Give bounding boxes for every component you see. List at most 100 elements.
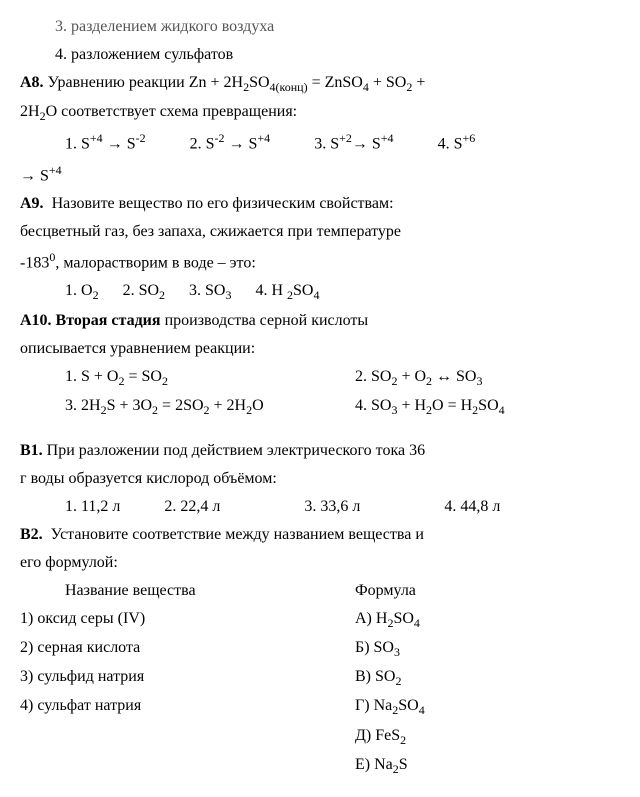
t: 2. S	[190, 136, 215, 153]
t: O = H	[432, 397, 472, 414]
b2-hL: Название вещества	[65, 579, 355, 603]
a10-o4: 4. SO3 + H2O = H2SO4	[355, 394, 505, 419]
t: ↔ SO	[432, 368, 476, 385]
s: 3	[394, 645, 400, 659]
t: → S	[225, 136, 258, 153]
b2-r4: 4) сульфат натрия Г) Na2SO4	[20, 694, 620, 719]
b2-r1t: А) H2SO4	[310, 607, 420, 632]
t: 1. S + O	[65, 368, 118, 385]
b1-line2: г воды образуется кислород объёмом:	[20, 467, 620, 491]
s: 2	[159, 289, 165, 303]
t: Уравнению реакции Zn + 2H	[48, 74, 244, 91]
t: В) SO	[355, 668, 395, 685]
b2-label: В2.	[20, 526, 43, 543]
s: 2	[395, 674, 401, 688]
t: = 2SO	[158, 397, 203, 414]
t: 4. H	[255, 282, 287, 299]
t: → S	[20, 167, 49, 184]
t: А) H	[355, 610, 387, 627]
t: 3. S	[314, 136, 339, 153]
s: -2	[136, 131, 146, 145]
s: +4	[381, 131, 394, 145]
t: → S	[103, 136, 136, 153]
b2-head: Название вещества Формула	[20, 579, 620, 603]
t: +	[412, 74, 425, 91]
t: Д) FeS	[355, 727, 400, 744]
a8-line1: А8. Уравнению реакции Zn + 2H2SO4(конц) …	[20, 71, 620, 96]
t: + 2H	[210, 397, 247, 414]
t: -183	[20, 254, 49, 271]
a9-line1: А9. Назовите вещество по его физическим …	[20, 192, 620, 216]
t: S	[399, 756, 408, 773]
b2-r6: Е) Na2S	[20, 753, 620, 778]
a10-o1: 1. S + O2 = SO2	[65, 365, 355, 390]
b1-label: В1.	[20, 442, 43, 459]
s: 4	[313, 289, 319, 303]
t: SO	[293, 282, 313, 299]
b2-line1: В2. Установите соответствие между назван…	[20, 523, 620, 547]
t: SO	[478, 397, 498, 414]
b2-r3: 3) сульфид натрия В) SO2	[20, 665, 620, 690]
t: Г) Na	[355, 697, 392, 714]
t: 2. SO	[355, 368, 391, 385]
t: 1. S	[65, 136, 90, 153]
t: SO	[398, 697, 418, 714]
a9-line2: бесцветный газ, без запаха, сжижается пр…	[20, 220, 620, 244]
a8-o2: 2. S-2 → S+4	[190, 129, 271, 156]
a9-o3: 3. SO3	[189, 279, 231, 304]
s: 3	[225, 289, 231, 303]
b2-l4: 4) сульфат натрия	[20, 694, 310, 719]
a9-o2: 2. SO2	[123, 279, 165, 304]
s: -2	[215, 131, 225, 145]
a8-opts: 1. S+4 → S-2 2. S-2 → S+4 3. S+2→ S+4 4.…	[20, 129, 620, 156]
a10-label: А10. Вторая стадия	[20, 312, 161, 329]
s: 4	[414, 616, 420, 630]
s: 2	[400, 733, 406, 747]
b1-o2: 2. 22,4 л	[164, 495, 220, 519]
a8-o4: 4. S+6	[438, 129, 476, 156]
b2-line2: его формулой:	[20, 551, 620, 575]
t: O соответствует схема превращения:	[46, 103, 298, 120]
s: +6	[462, 131, 475, 145]
b1-line1: В1. При разложении под действием электри…	[20, 439, 620, 463]
s: 2	[162, 374, 168, 388]
b2-hR: Формула	[355, 579, 416, 603]
a8-o1: 1. S+4 → S-2	[65, 129, 146, 156]
t: производства серной кислоты	[161, 312, 369, 329]
b2-l1: 1) оксид серы (IV)	[20, 607, 310, 632]
t: Назовите вещество по его физическим свой…	[52, 195, 394, 212]
a8-opts2: → S+4	[20, 161, 620, 188]
t: 2. SO	[123, 282, 159, 299]
t: При разложении под действием электрическ…	[43, 442, 425, 459]
a9-o4: 4. H 2SO4	[255, 279, 319, 304]
t: Установите соответствие между названием …	[51, 526, 424, 543]
s: 4(конц)	[270, 80, 308, 94]
t: , малорастворим в воде – это:	[55, 254, 255, 271]
a9-label: А9.	[20, 195, 44, 212]
a10-line2: описывается уравнением реакции:	[20, 337, 620, 361]
s: 3	[476, 374, 482, 388]
b1-o4: 4. 44,8 л	[444, 495, 500, 519]
t: S + 3O	[107, 397, 152, 414]
t: 3. SO	[189, 282, 225, 299]
a7-opt4: 4. разложением сульфатов	[20, 43, 620, 67]
t: = SO	[124, 368, 161, 385]
a8-line2: 2H2O соответствует схема превращения:	[20, 100, 620, 125]
t: O	[252, 397, 264, 414]
s: 4	[419, 704, 425, 718]
a9-o1: 1. O2	[65, 279, 99, 304]
t: SO	[393, 610, 413, 627]
t: 3. 2H	[65, 397, 101, 414]
b1-o3: 3. 33,6 л	[304, 495, 360, 519]
s: 2	[93, 289, 99, 303]
a9-line3: -1830, малорастворим в воде – это:	[20, 248, 620, 275]
s: +2	[339, 131, 352, 145]
b2-r5t: Д) FeS2	[310, 724, 406, 749]
s: +4	[257, 131, 270, 145]
a10-o2: 2. SO2 + O2 ↔ SO3	[355, 365, 482, 390]
t: 4. SO	[355, 397, 391, 414]
a10-o3: 3. 2H2S + 3O2 = 2SO2 + 2H2O	[65, 394, 355, 419]
b2-r4t: Г) Na2SO4	[310, 694, 425, 719]
t: Е) Na	[355, 756, 393, 773]
a10-row2: 3. 2H2S + 3O2 = 2SO2 + 2H2O 4. SO3 + H2O…	[20, 394, 620, 419]
